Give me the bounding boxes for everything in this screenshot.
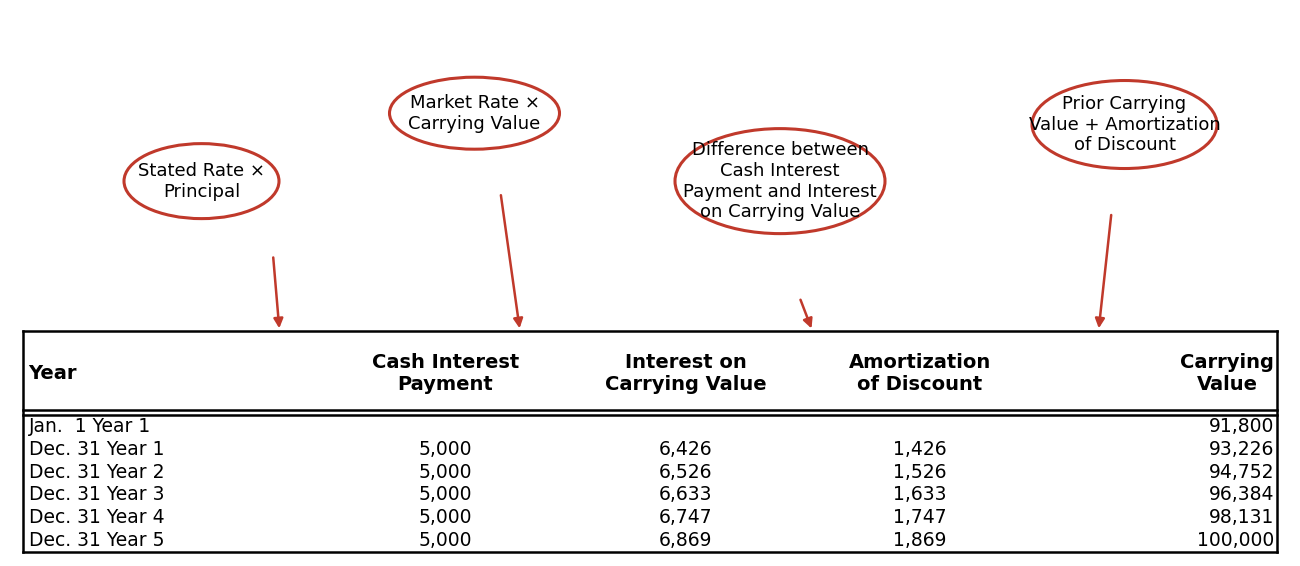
Text: 1,633: 1,633 [893, 485, 946, 504]
Text: Carrying
Value: Carrying Value [1180, 353, 1274, 393]
Text: 100,000: 100,000 [1197, 531, 1274, 550]
Text: 1,869: 1,869 [893, 531, 946, 550]
Text: Year: Year [29, 363, 77, 383]
Text: Cash Interest
Payment: Cash Interest Payment [372, 353, 519, 393]
Text: 1,526: 1,526 [893, 462, 946, 482]
Text: Dec. 31 Year 2: Dec. 31 Year 2 [29, 462, 164, 482]
Text: 6,526: 6,526 [659, 462, 712, 482]
Text: 1,426: 1,426 [893, 440, 946, 458]
Text: 5,000: 5,000 [419, 462, 472, 482]
Text: 93,226: 93,226 [1209, 440, 1274, 458]
Text: Prior Carrying
Value + Amortization
of Discount: Prior Carrying Value + Amortization of D… [1028, 95, 1221, 155]
Text: Market Rate ×
Carrying Value: Market Rate × Carrying Value [408, 94, 541, 132]
Text: 94,752: 94,752 [1209, 462, 1274, 482]
Text: Dec. 31 Year 5: Dec. 31 Year 5 [29, 531, 164, 550]
Text: Dec. 31 Year 3: Dec. 31 Year 3 [29, 485, 164, 504]
Text: 5,000: 5,000 [419, 485, 472, 504]
Text: 5,000: 5,000 [419, 508, 472, 527]
Text: 1,747: 1,747 [893, 508, 946, 527]
Text: 98,131: 98,131 [1209, 508, 1274, 527]
Text: 91,800: 91,800 [1209, 417, 1274, 436]
Text: Stated Rate ×
Principal: Stated Rate × Principal [138, 162, 265, 200]
Text: Jan.  1 Year 1: Jan. 1 Year 1 [29, 417, 151, 436]
Text: Dec. 31 Year 4: Dec. 31 Year 4 [29, 508, 164, 527]
Text: 6,633: 6,633 [659, 485, 712, 504]
Text: Amortization
of Discount: Amortization of Discount [849, 353, 991, 393]
Text: 5,000: 5,000 [419, 531, 472, 550]
Text: Interest on
Carrying Value: Interest on Carrying Value [604, 353, 767, 393]
Text: 5,000: 5,000 [419, 440, 472, 458]
Text: Dec. 31 Year 1: Dec. 31 Year 1 [29, 440, 164, 458]
Text: Difference between
Cash Interest
Payment and Interest
on Carrying Value: Difference between Cash Interest Payment… [684, 141, 876, 221]
Text: 6,426: 6,426 [659, 440, 712, 458]
Text: 96,384: 96,384 [1209, 485, 1274, 504]
Text: 6,869: 6,869 [659, 531, 712, 550]
Text: 6,747: 6,747 [659, 508, 712, 527]
